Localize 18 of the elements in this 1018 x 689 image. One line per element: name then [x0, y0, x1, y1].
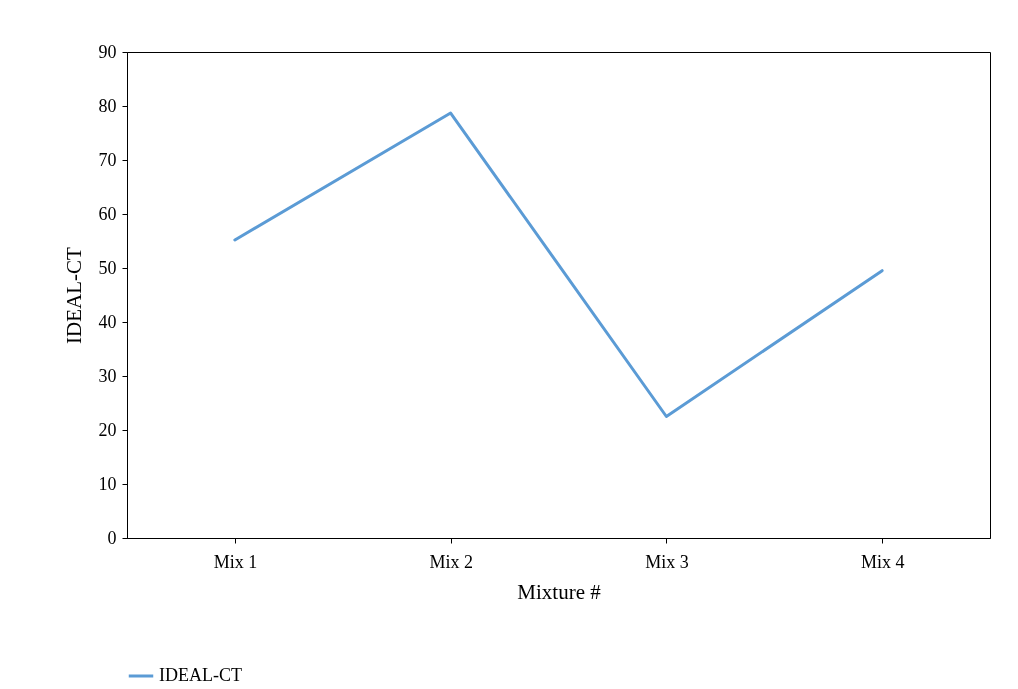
y-tick-label: 30	[98, 365, 117, 386]
y-tick-label: 90	[98, 41, 117, 62]
legend-label: IDEAL-CT	[159, 665, 242, 685]
x-axis-title: Mixture #	[517, 579, 602, 604]
y-tick-label: 0	[107, 527, 117, 548]
x-tick-label: Mix 3	[645, 551, 689, 572]
y-tick-label: 50	[98, 257, 117, 278]
y-tick-label: 60	[98, 203, 117, 224]
y-tick-label: 80	[98, 95, 117, 116]
x-tick-label: Mix 2	[429, 551, 473, 572]
y-axis-title: IDEAL-CT	[61, 246, 86, 344]
line-series	[233, 111, 884, 418]
y-tick-label: 10	[98, 473, 117, 494]
y-tick-label: 70	[98, 149, 117, 170]
x-tick-label: Mix 1	[213, 551, 258, 572]
y-tick-label: 40	[98, 311, 117, 332]
y-tick-label: 20	[98, 419, 117, 440]
x-tick-label: Mix 4	[860, 551, 905, 572]
